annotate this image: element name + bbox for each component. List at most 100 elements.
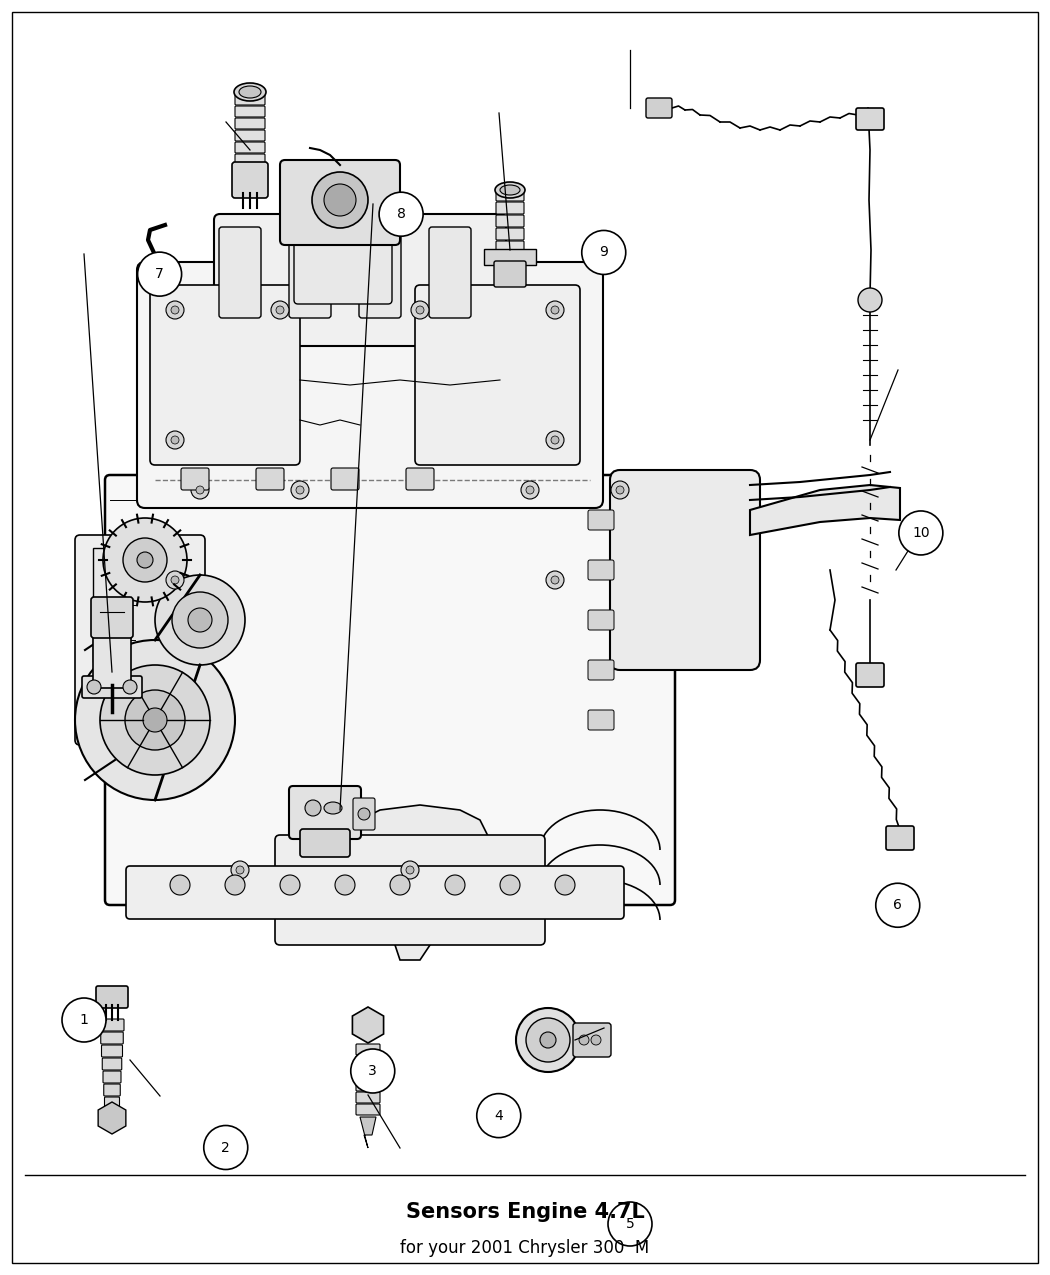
Circle shape <box>171 436 178 444</box>
FancyBboxPatch shape <box>235 142 265 153</box>
Circle shape <box>172 592 228 648</box>
Circle shape <box>280 875 300 895</box>
Circle shape <box>143 708 167 732</box>
Circle shape <box>608 1202 652 1246</box>
Circle shape <box>546 431 564 449</box>
Circle shape <box>540 1031 557 1048</box>
Circle shape <box>276 306 284 314</box>
Circle shape <box>616 486 624 493</box>
FancyBboxPatch shape <box>289 785 361 839</box>
Circle shape <box>591 1035 601 1046</box>
Circle shape <box>123 538 167 581</box>
FancyBboxPatch shape <box>256 468 284 490</box>
Text: 1: 1 <box>80 1014 88 1026</box>
FancyBboxPatch shape <box>496 241 524 252</box>
FancyBboxPatch shape <box>235 119 265 129</box>
FancyBboxPatch shape <box>289 227 331 317</box>
FancyBboxPatch shape <box>588 710 614 731</box>
Circle shape <box>551 436 559 444</box>
FancyBboxPatch shape <box>496 228 524 240</box>
Text: 9: 9 <box>600 246 608 259</box>
Circle shape <box>171 576 178 584</box>
FancyBboxPatch shape <box>856 108 884 130</box>
FancyBboxPatch shape <box>93 548 167 662</box>
Circle shape <box>196 486 204 493</box>
Circle shape <box>123 680 136 694</box>
Circle shape <box>477 1094 521 1137</box>
FancyBboxPatch shape <box>101 1031 123 1044</box>
Circle shape <box>401 861 419 878</box>
Ellipse shape <box>500 185 520 195</box>
Circle shape <box>87 680 101 694</box>
FancyBboxPatch shape <box>588 510 614 530</box>
FancyBboxPatch shape <box>356 1056 380 1067</box>
FancyBboxPatch shape <box>359 227 401 317</box>
FancyBboxPatch shape <box>356 1104 380 1116</box>
FancyBboxPatch shape <box>356 1044 380 1054</box>
Circle shape <box>100 666 210 775</box>
Circle shape <box>188 608 212 632</box>
Polygon shape <box>350 805 490 960</box>
FancyBboxPatch shape <box>96 986 128 1009</box>
FancyBboxPatch shape <box>219 227 261 317</box>
Text: 5: 5 <box>626 1218 634 1230</box>
Circle shape <box>582 231 626 274</box>
FancyBboxPatch shape <box>104 1084 121 1096</box>
Ellipse shape <box>239 85 261 98</box>
FancyBboxPatch shape <box>353 798 375 830</box>
Circle shape <box>551 576 559 584</box>
Circle shape <box>546 571 564 589</box>
Circle shape <box>445 875 465 895</box>
FancyBboxPatch shape <box>235 94 265 105</box>
FancyBboxPatch shape <box>496 215 524 227</box>
FancyBboxPatch shape <box>150 286 300 465</box>
Ellipse shape <box>234 83 266 101</box>
FancyBboxPatch shape <box>588 560 614 580</box>
FancyBboxPatch shape <box>102 1046 123 1057</box>
Polygon shape <box>360 1117 376 1148</box>
Circle shape <box>191 481 209 499</box>
FancyBboxPatch shape <box>356 1080 380 1091</box>
FancyBboxPatch shape <box>496 189 524 201</box>
Circle shape <box>171 306 178 314</box>
Circle shape <box>166 431 184 449</box>
Ellipse shape <box>495 182 525 198</box>
Circle shape <box>312 172 367 228</box>
Polygon shape <box>353 1007 383 1043</box>
Text: 7: 7 <box>155 268 164 280</box>
FancyBboxPatch shape <box>235 130 265 142</box>
FancyBboxPatch shape <box>102 1058 122 1070</box>
Circle shape <box>526 1017 570 1062</box>
Circle shape <box>379 193 423 236</box>
FancyBboxPatch shape <box>588 609 614 630</box>
FancyBboxPatch shape <box>573 1023 611 1057</box>
Circle shape <box>546 301 564 319</box>
FancyBboxPatch shape <box>886 826 914 850</box>
Circle shape <box>236 866 244 873</box>
Circle shape <box>416 306 424 314</box>
FancyBboxPatch shape <box>588 660 614 680</box>
Circle shape <box>304 799 321 816</box>
FancyBboxPatch shape <box>646 98 672 119</box>
Circle shape <box>335 875 355 895</box>
Circle shape <box>296 486 304 493</box>
FancyBboxPatch shape <box>300 829 350 857</box>
Circle shape <box>75 640 235 799</box>
Circle shape <box>125 690 185 750</box>
Circle shape <box>138 252 182 296</box>
FancyBboxPatch shape <box>494 261 526 287</box>
Text: 8: 8 <box>397 208 405 221</box>
FancyBboxPatch shape <box>214 214 506 346</box>
Circle shape <box>136 552 153 567</box>
FancyBboxPatch shape <box>75 536 205 745</box>
FancyBboxPatch shape <box>136 261 603 507</box>
Circle shape <box>166 571 184 589</box>
Circle shape <box>170 875 190 895</box>
Circle shape <box>411 301 429 319</box>
Circle shape <box>516 1009 580 1072</box>
FancyBboxPatch shape <box>280 159 400 245</box>
Circle shape <box>899 511 943 555</box>
Circle shape <box>611 481 629 499</box>
Circle shape <box>358 808 370 820</box>
FancyBboxPatch shape <box>100 1019 124 1031</box>
